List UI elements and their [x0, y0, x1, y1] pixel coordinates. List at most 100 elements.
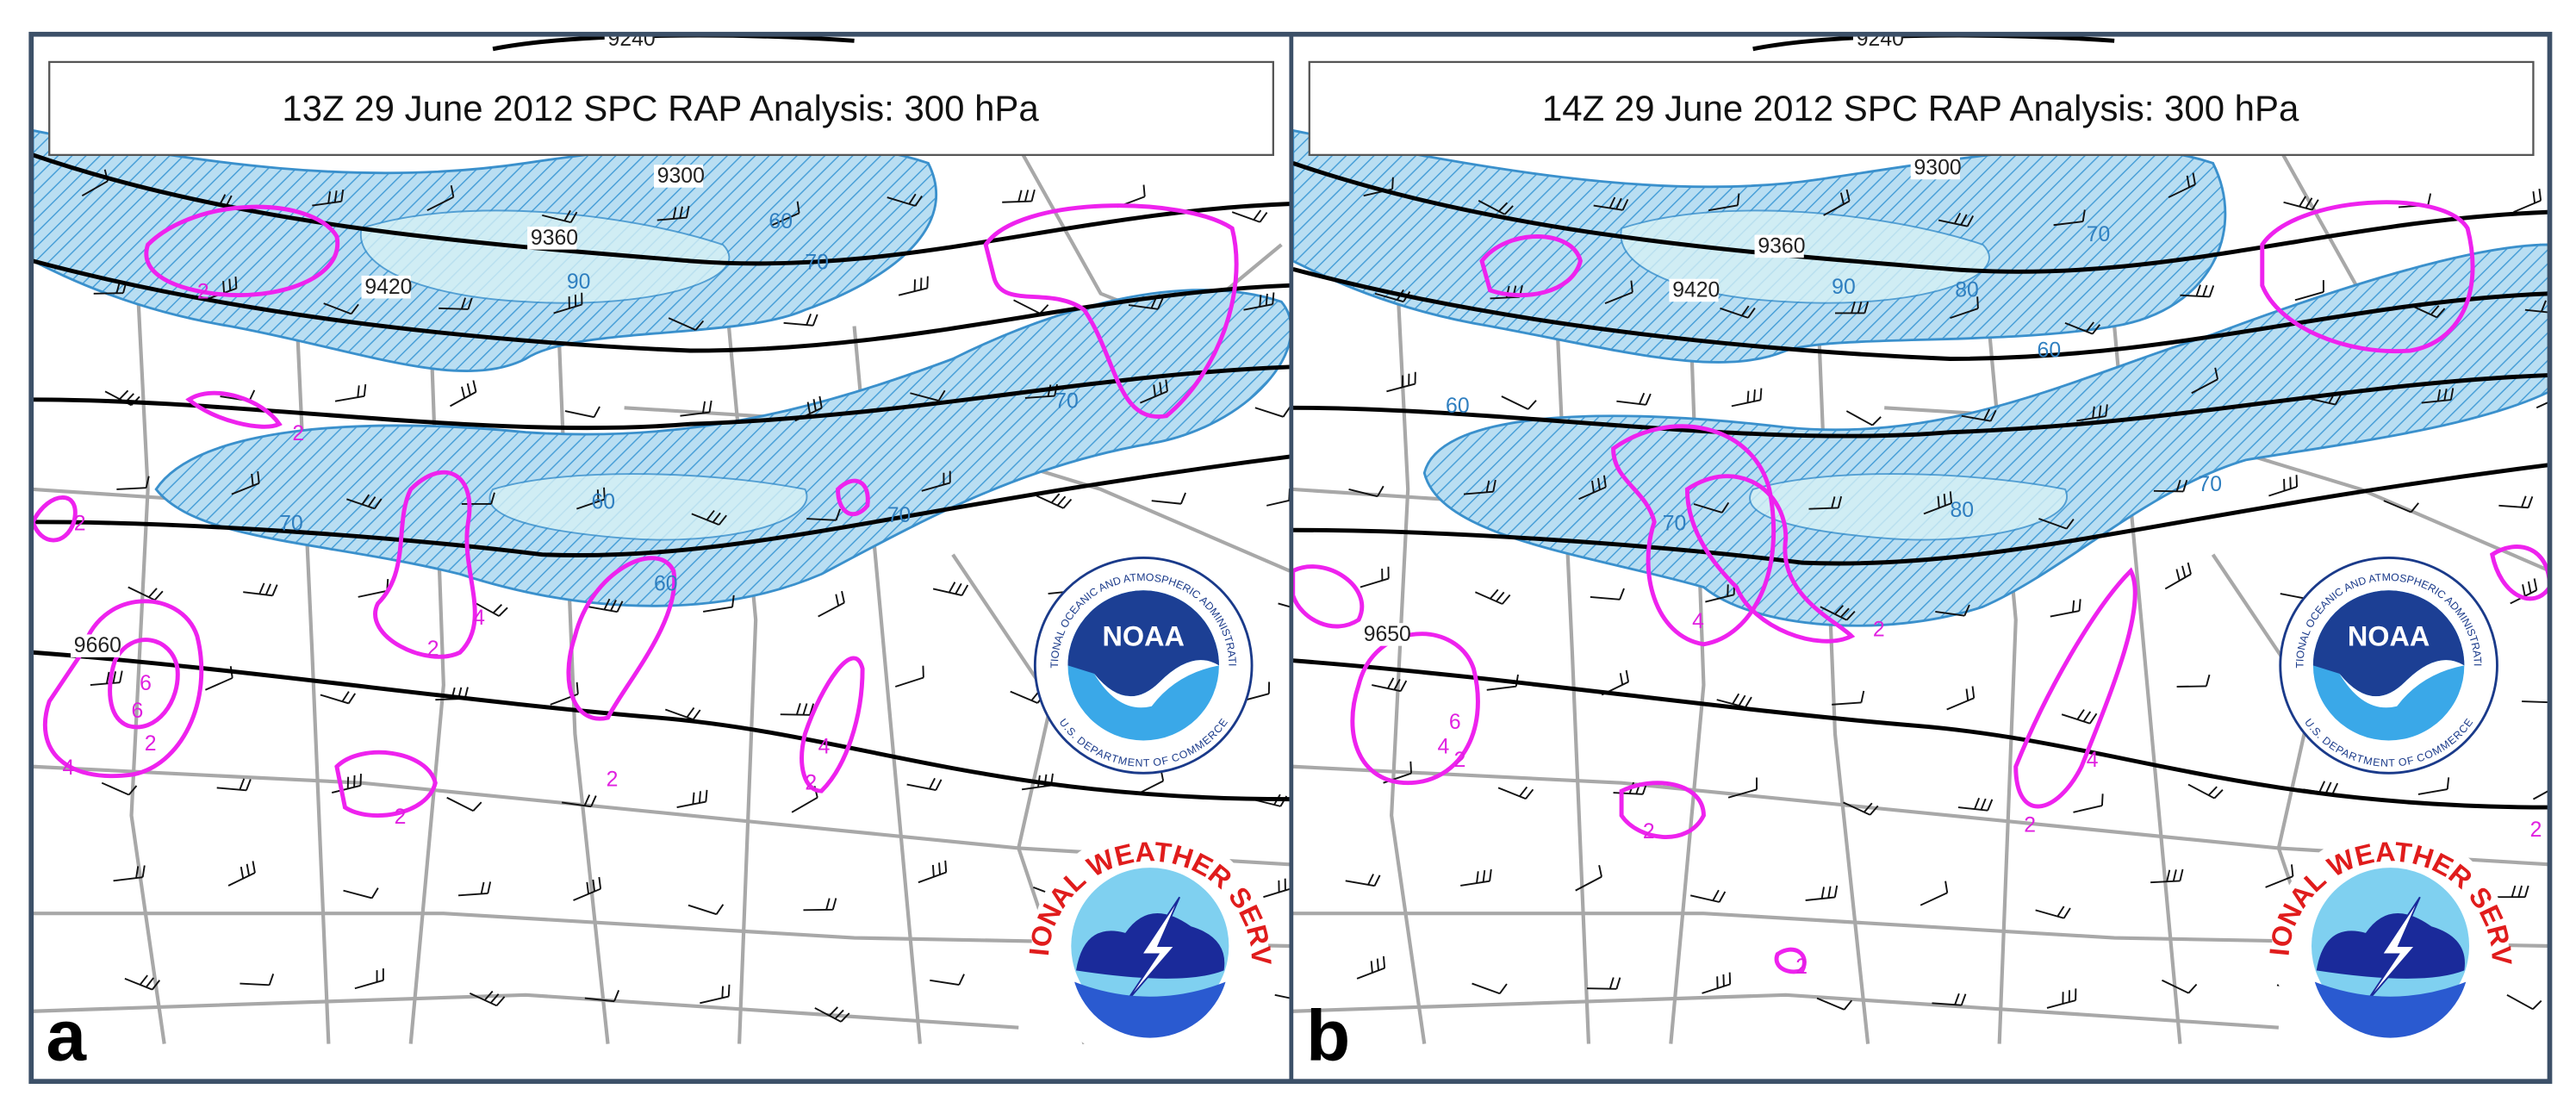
barb-feather [2187, 983, 2198, 994]
wind-barb [113, 865, 146, 882]
wind-barb [312, 190, 345, 207]
barb-feather [2299, 196, 2306, 208]
map-layers: 9240 9300 9360 9420 9650 70 90 80 60 60 70 80 70 2 2 2 2… [1292, 35, 2550, 1080]
barb-shaft [2038, 518, 2068, 530]
barb-feather [1414, 371, 1416, 384]
height-label-bg [361, 275, 411, 299]
wind-barb [1386, 371, 1416, 393]
barb-shaft [1463, 490, 1494, 495]
barb-feather [346, 776, 350, 789]
wind-barb [2064, 321, 2101, 335]
barb-feather [1259, 295, 1262, 308]
height-label-bg [1852, 35, 1903, 51]
divergence-contour [33, 495, 78, 543]
barb-shaft [542, 214, 571, 224]
barb-feather [2430, 305, 2440, 315]
barb-feather [1525, 788, 1534, 800]
barb-feather [961, 584, 969, 596]
barb-shaft [1587, 987, 1617, 990]
barb-feather [1062, 498, 1073, 509]
barb-feather [2088, 713, 2098, 725]
divergence-contour [2013, 567, 2137, 809]
barb-feather [252, 861, 256, 874]
barb-feather [937, 389, 946, 401]
barb-feather [1608, 977, 1615, 989]
barb-feather [806, 401, 812, 414]
barb-shaft [2283, 201, 2312, 211]
barb-feather [363, 383, 367, 396]
barb-feather [145, 476, 150, 489]
barb-feather [1737, 193, 1740, 206]
nws-water [1074, 981, 1226, 1038]
divergence-label: 2 [1643, 820, 1655, 843]
barb-feather [1820, 887, 1825, 899]
barb-feather [1153, 384, 1156, 397]
barb-feather [2100, 793, 2104, 806]
barb-feather [1845, 189, 1851, 202]
barb-feather [727, 984, 731, 997]
speed-label: 80 [1955, 279, 1979, 302]
divergence-label: 2 [1795, 955, 1808, 979]
wind-barb [921, 470, 951, 492]
barb-feather [1476, 871, 1479, 884]
barb-shaft [1957, 806, 1988, 812]
barb-shaft [1374, 292, 1404, 303]
barb-feather [1638, 392, 1646, 405]
barb-shaft [2265, 875, 2293, 888]
divergence-label: 2 [292, 422, 304, 445]
barb-feather [1954, 993, 1960, 1005]
barb-feather [576, 681, 579, 694]
wind-barb [1961, 408, 1997, 422]
barb-feather [2085, 321, 2094, 333]
wind-barb [128, 586, 164, 601]
barb-shaft [691, 513, 719, 526]
barb-feather [2078, 599, 2081, 612]
state-border [1669, 227, 1706, 1044]
wind-barb [1478, 200, 1514, 215]
barb-feather [568, 296, 570, 308]
wind-barb [676, 789, 708, 809]
barb-shaft [1345, 880, 1375, 887]
divergence-contour [185, 390, 283, 429]
wind-barb [231, 471, 260, 495]
height-contour [33, 454, 1290, 558]
barb-shaft [814, 1007, 842, 1023]
wind-barb [806, 508, 841, 521]
barb-feather [246, 779, 252, 791]
wind-barb [1693, 501, 1730, 513]
wind-barb [562, 794, 597, 808]
divergence-label: 2 [74, 512, 86, 535]
barb-shaft [1805, 896, 1835, 901]
barb-feather [1976, 296, 1979, 309]
barb-feather [610, 600, 617, 612]
height-label: 9360 [1758, 235, 1805, 258]
barb-feather [818, 395, 823, 408]
panel-letter: a [46, 995, 87, 1076]
barb-feather [1953, 212, 1962, 224]
divergence-contour [1619, 781, 1706, 839]
barb-feather [702, 401, 706, 414]
wind-barb [1946, 686, 1976, 711]
map-panel: 9240 9300 9360 9420 9650 70 90 80 60 60 70 80 70 2 2 2 2… [1292, 35, 2550, 1080]
panel-letter: b [1306, 995, 1350, 1076]
barb-feather [2182, 479, 2188, 492]
wind-barb [1278, 602, 1290, 613]
divergence-contour [2260, 200, 2475, 354]
wind-barb [1950, 296, 1979, 320]
barb-shaft [227, 872, 256, 887]
barb-feather [367, 496, 376, 507]
barb-feather [1267, 681, 1271, 694]
barb-feather [2206, 674, 2211, 687]
barb-shaft [887, 196, 916, 207]
wind-barb [1823, 189, 1851, 216]
barb-shaft [780, 713, 811, 716]
barb-feather [246, 863, 250, 876]
barb-shaft [1497, 787, 1527, 800]
wind-barb [680, 400, 712, 417]
barb-shaft [1501, 395, 1529, 410]
barb-feather [563, 209, 571, 221]
barb-feather [809, 703, 815, 716]
height-label-bg [1754, 234, 1804, 258]
barb-feather [1039, 304, 1049, 314]
